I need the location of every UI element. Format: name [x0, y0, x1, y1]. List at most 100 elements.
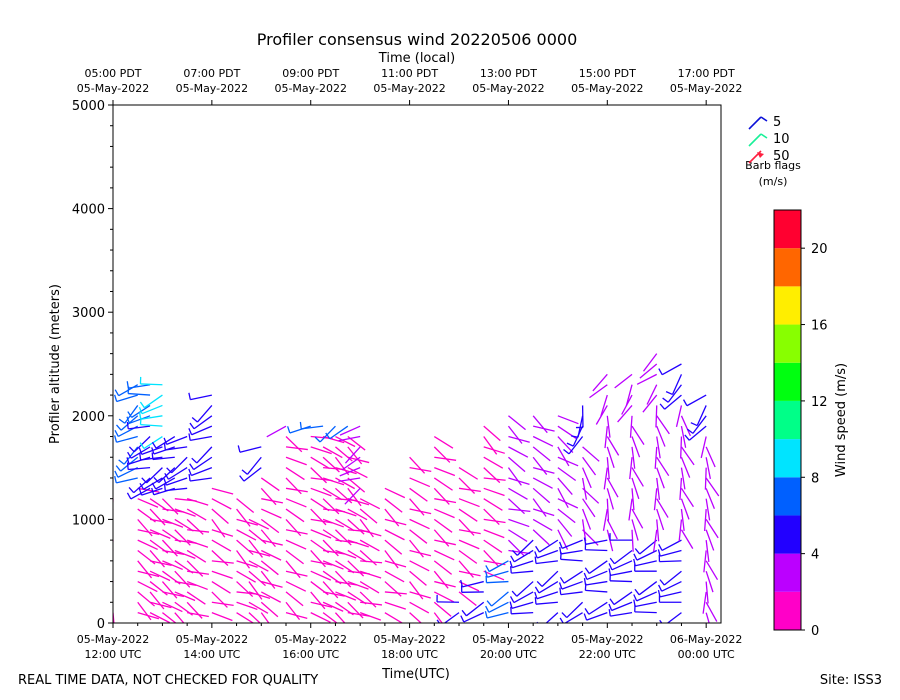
wind-barb: [211, 612, 233, 622]
wind-barb: [166, 435, 188, 446]
wind-barb: [124, 405, 139, 424]
wind-barb: [152, 456, 175, 461]
wind-barb: [557, 518, 573, 537]
wind-barb: [137, 591, 155, 607]
wind-barb: [433, 601, 452, 617]
wind-barb: [186, 539, 209, 548]
wind-barb: [359, 581, 380, 594]
wind-barb: [285, 601, 301, 621]
wind-barb: [310, 498, 330, 512]
wind-barb: [335, 518, 355, 532]
wind-barb: [656, 415, 670, 435]
wind-barb: [667, 384, 682, 403]
wind-barb: [458, 549, 478, 564]
barb-flag: [189, 422, 195, 430]
barb-flag: [141, 477, 148, 484]
barb-profile: [484, 415, 531, 619]
wind-barb: [628, 498, 633, 521]
wind-barb: [360, 601, 383, 606]
barb-flag: [609, 598, 615, 605]
barb-flag: [534, 597, 537, 605]
wind-barb: [384, 529, 405, 541]
x-tick-label: 18:00 UTC: [381, 648, 438, 661]
wind-barb: [193, 415, 213, 430]
wind-barb: [120, 456, 139, 472]
wind-barb: [285, 508, 305, 523]
wind-barb: [661, 580, 682, 592]
wind-barb: [322, 581, 339, 599]
legend-flag: [757, 152, 764, 158]
legend-barb: [748, 116, 762, 130]
barb-flag: [658, 368, 663, 375]
wind-barb: [236, 612, 255, 623]
wind-barb: [322, 477, 345, 486]
wind-barb: [631, 446, 636, 469]
wind-barb: [186, 601, 203, 619]
wind-barb: [248, 581, 263, 600]
barb-flag: [151, 441, 157, 449]
wind-barb: [334, 529, 352, 546]
x-tick-label: 12:00 UTC: [84, 648, 141, 661]
wind-barb: [705, 488, 716, 509]
wind-barb: [165, 487, 188, 492]
wind-barb: [486, 612, 509, 619]
barb-flag: [536, 580, 543, 587]
wind-barb: [631, 488, 635, 511]
wind-barb: [149, 591, 165, 610]
wind-barb: [680, 487, 694, 508]
barb-flag: [584, 567, 590, 574]
wind-barb: [162, 601, 183, 613]
wind-barb: [149, 612, 170, 623]
wind-barb: [190, 394, 212, 401]
wind-barb: [606, 446, 615, 469]
barb-flag: [90, 400, 91, 407]
wind-barb: [360, 560, 383, 564]
wind-barb: [680, 436, 683, 459]
wind-barb: [604, 426, 608, 449]
wind-barb: [458, 487, 481, 493]
wind-barb: [433, 529, 450, 547]
wind-barb: [113, 395, 114, 396]
wind-barb: [705, 519, 719, 539]
wind-barb: [310, 467, 328, 484]
wind-barb: [483, 456, 504, 469]
barb-flag: [325, 432, 331, 440]
wind-barb: [168, 467, 188, 480]
top-tick-label: 11:00 PDT: [381, 67, 438, 80]
wind-barb: [116, 477, 138, 484]
wind-barb: [384, 550, 399, 569]
wind-barb: [359, 570, 382, 579]
wind-barb: [174, 612, 185, 623]
barb-profile: [409, 456, 432, 623]
barb-flag: [460, 615, 465, 623]
wind-barb: [260, 518, 280, 534]
wind-barb: [560, 549, 583, 555]
wind-barb: [582, 498, 596, 518]
wind-barb: [511, 601, 534, 609]
colorbar-bin: [774, 400, 801, 440]
barb-flag: [188, 428, 193, 436]
top-tick-label: 09:00 PDT: [282, 67, 339, 80]
wind-barb: [329, 425, 349, 440]
wind-barb: [359, 519, 374, 538]
wind-barb: [557, 456, 579, 467]
x-tick-label: 16:00 UTC: [282, 648, 339, 661]
colorbar-bin: [774, 324, 801, 363]
wind-barb: [656, 467, 665, 489]
wind-barb: [409, 560, 430, 572]
chart-title: Profiler consensus wind 20220506 0000: [257, 30, 578, 49]
wind-barb: [443, 612, 460, 623]
top-tick-label: 05-May-2022: [472, 82, 544, 95]
barb-flag: [682, 399, 688, 407]
wind-barb: [705, 612, 710, 623]
barb-profile: [509, 415, 555, 615]
wind-barb: [703, 508, 707, 532]
barb-flag: [460, 579, 464, 588]
wind-barb: [174, 591, 196, 602]
barb-flag: [91, 390, 95, 396]
wind-barb: [600, 394, 608, 417]
wind-barb: [566, 601, 584, 619]
wind-barb: [646, 384, 658, 405]
barb-flag: [608, 563, 613, 571]
barb-flag: [163, 478, 167, 486]
